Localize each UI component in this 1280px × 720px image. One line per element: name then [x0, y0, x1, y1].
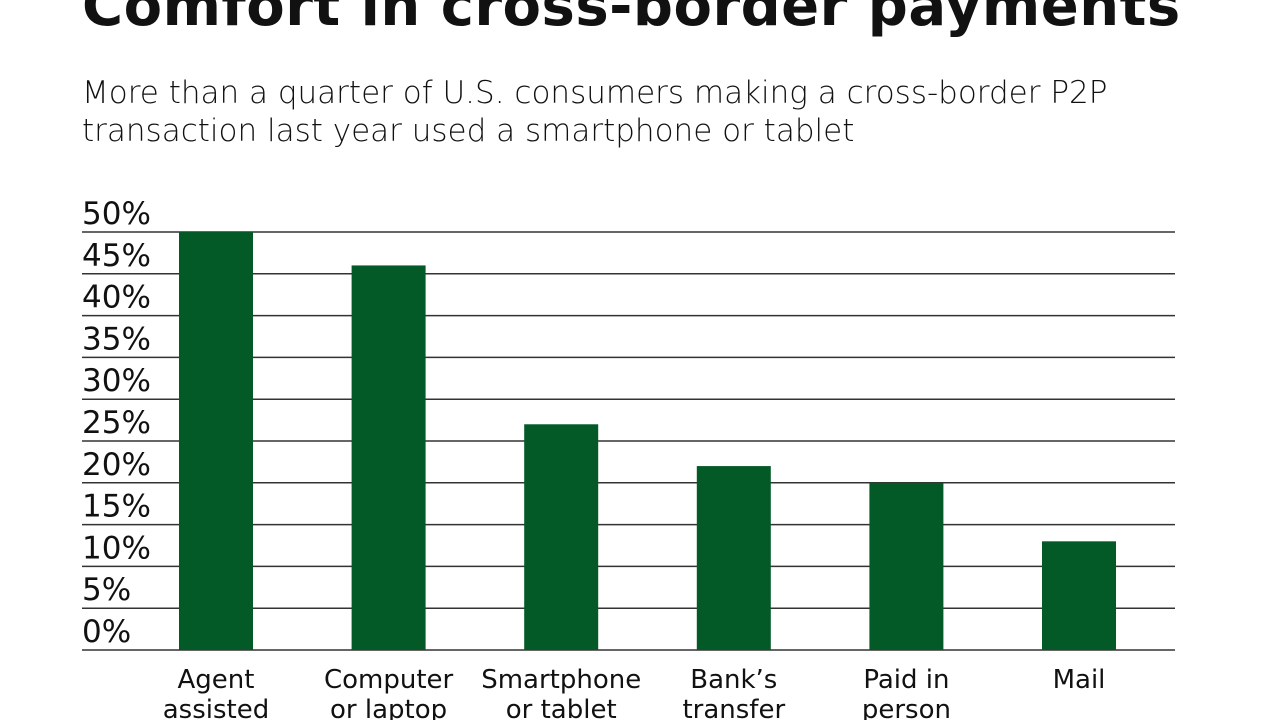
x-category-label: or tablet [506, 695, 617, 720]
bar [696, 466, 771, 650]
y-tick-label: 20% [82, 447, 151, 483]
bar [524, 424, 599, 650]
y-tick-label: 15% [82, 489, 151, 525]
bar [1042, 541, 1116, 650]
y-tick-label: 40% [82, 280, 151, 316]
y-tick-label: 0% [82, 614, 131, 650]
x-category-label: Computer [324, 665, 454, 695]
y-tick-label: 50% [82, 196, 151, 232]
x-category-label: Mail [1053, 665, 1106, 695]
bar [869, 482, 944, 650]
y-tick-label: 35% [82, 321, 151, 357]
x-category-label: assisted [163, 695, 270, 720]
x-category-label: Bank’s [690, 665, 777, 695]
x-category-label: Agent [178, 665, 255, 695]
x-category-label: or laptop [330, 695, 447, 720]
y-tick-label: 5% [82, 572, 131, 608]
bar [351, 265, 426, 650]
chart-title: Comfort in cross-border payments [82, 0, 1181, 39]
y-tick-label: 25% [82, 405, 151, 441]
x-category-label: person [862, 695, 951, 720]
x-category-label: transfer [682, 695, 785, 720]
chart-subtitle: More than a quarter of U.S. consumers ma… [82, 75, 1108, 149]
bar [179, 232, 253, 650]
y-tick-label: 45% [82, 238, 151, 274]
y-tick-label: 10% [82, 530, 151, 566]
x-category-label: Smartphone [481, 665, 641, 695]
y-tick-label: 30% [82, 363, 151, 399]
x-category-label: Paid in [863, 665, 949, 695]
